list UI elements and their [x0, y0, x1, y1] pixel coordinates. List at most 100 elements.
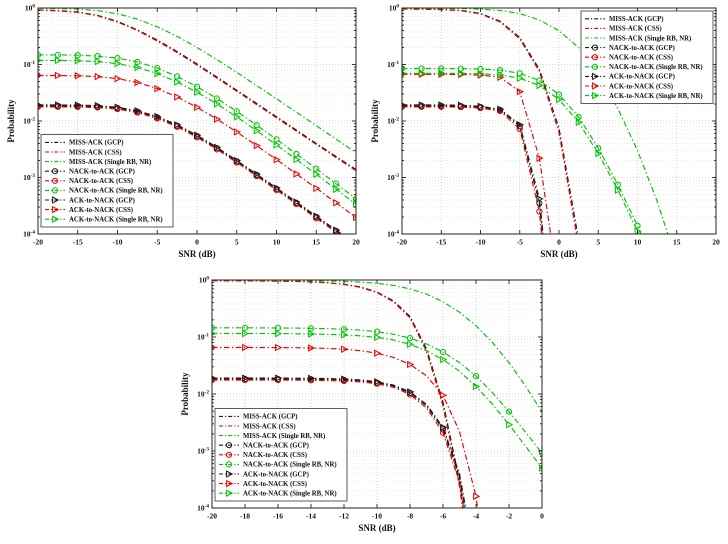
x-tick-label: 20 — [712, 238, 720, 247]
series-line-nack-to-ack-gcp — [38, 105, 342, 234]
legend-entry-nack-to-ack-single-rb-nr: NACK-to-ACK (Single RB, NR) — [219, 461, 337, 469]
chart-svg-2: -20 -18 -16 -14 -12 -10 -8 -6 -4 -2 010010-110-210… — [180, 275, 544, 533]
series-group — [38, 8, 356, 234]
triangle-right-marker — [592, 72, 600, 81]
triangle-right-marker — [226, 479, 234, 488]
y-tick-label: 10-4 — [23, 229, 35, 238]
circle-marker — [555, 91, 563, 98]
triangle-right-marker — [154, 84, 162, 93]
legend-entry-nack-to-ack-single-rb-nr: NACK-to-ACK (Single RB, NR) — [45, 187, 163, 195]
x-tick-label: 20 — [352, 238, 360, 247]
x-tick-labels: -20 -15 -10 -5 0 5 10 15 20 — [397, 238, 720, 247]
chart-svg-0: -20 -15 -10 -5 0 5 10 15 20 100 10-1 10-2 10-3 10-4 SN… — [6, 3, 360, 259]
series-line-nack-to-ack-single-rb-nr — [402, 67, 642, 234]
chart-bottom: -20 -18 -16 -14 -12 -10 -8 -6 -4 -2 0 100 10-1 10-2 10… — [178, 274, 550, 540]
x-tick-label: 0 — [540, 512, 544, 521]
series-line-nack-to-ack-css — [402, 106, 543, 234]
series-line-ack-to-nack-gcp — [38, 104, 343, 234]
triangle-right-marker — [539, 464, 542, 472]
circle-marker — [38, 103, 42, 110]
circle-marker — [595, 145, 602, 152]
y-tick-label: 10-3 — [197, 446, 209, 455]
series-line-ack-to-nack-single-rb-nr — [212, 332, 542, 469]
triangle-right-marker — [54, 101, 63, 109]
y-tick-label: 10-1 — [387, 60, 399, 69]
x-tick-label: -20 — [207, 512, 217, 521]
triangle-right-marker — [516, 87, 525, 96]
circle-marker — [225, 461, 233, 468]
circle-marker — [536, 77, 543, 84]
chart-svg-1: -20 -15 -10 -5 0 5 10 15 20 100 10-1 10-2 10-3 10-4 SN… — [370, 3, 720, 259]
triangle-right-marker — [74, 101, 83, 109]
circle-marker — [212, 324, 216, 331]
legend-label: ACK-to-NACK (CSS) — [243, 481, 307, 488]
circle-marker — [402, 103, 406, 110]
x-tick-label: 5 — [596, 238, 600, 247]
triangle-right-marker — [293, 170, 301, 178]
triangle-right-marker — [275, 374, 283, 382]
triangle-right-marker — [253, 126, 261, 135]
x-tick-label: 10 — [273, 238, 281, 247]
triangle-right-marker — [273, 155, 281, 164]
x-tick-label: -12 — [339, 512, 349, 521]
triangle-right-marker — [333, 185, 341, 193]
axis-ticks — [211, 279, 543, 509]
triangle-right-marker — [313, 212, 321, 220]
triangle-right-marker — [473, 382, 481, 391]
legend-label: MISS-ACK (Single RB, NR) — [243, 433, 325, 440]
circle-marker — [193, 83, 201, 90]
series-line-nack-to-ack-css — [38, 106, 340, 234]
triangle-right-marker — [134, 63, 142, 72]
legend-label: MISS-ACK (GCP) — [243, 414, 298, 421]
triangle-right-marker — [134, 78, 142, 87]
triangle-right-marker — [438, 101, 446, 109]
triangle-right-marker — [614, 186, 623, 194]
series-markers-nack-to-ack-single-rb-nr — [402, 65, 641, 229]
series-markers-ack-to-nack-single-rb-nr — [402, 69, 642, 234]
triangle-right-marker — [134, 107, 142, 115]
legend: MISS-ACK (GCP) MISS-ACK (CSS) MISS-ACK (Si… — [40, 134, 174, 228]
triangle-right-marker — [226, 489, 234, 497]
legend-label: ACK-to-NACK (Single RB, NR) — [69, 217, 163, 224]
triangle-right-marker — [226, 470, 234, 478]
series-line-nack-to-ack-single-rb-nr — [38, 54, 356, 200]
circle-marker — [74, 52, 81, 59]
triangle-right-marker — [556, 95, 564, 104]
triangle-right-marker — [273, 141, 281, 149]
circle-marker — [402, 65, 406, 72]
triangle-right-marker — [194, 88, 202, 96]
triangle-right-marker — [213, 100, 222, 108]
x-tick-labels: -20 -15 -10 -5 0 5 10 15 20 — [33, 238, 360, 247]
triangle-right-marker — [52, 215, 60, 223]
triangle-right-marker — [313, 170, 321, 179]
triangle-right-marker — [293, 198, 301, 206]
circle-marker — [333, 180, 340, 187]
triangle-right-marker — [473, 492, 481, 501]
circle-marker — [213, 95, 220, 102]
legend-label: NACK-to-ACK (CSS) — [69, 178, 133, 185]
triangle-right-marker — [438, 69, 446, 77]
legend-label: ACK-to-NACK (CSS) — [609, 83, 673, 90]
series-line-ack-to-nack-css — [402, 73, 552, 234]
y-tick-label: 10-4 — [387, 229, 399, 238]
x-tick-label: -2 — [506, 512, 512, 521]
triangle-right-marker — [595, 149, 603, 158]
legend-label: NACK-to-ACK (Single RB, NR) — [69, 188, 163, 195]
triangle-right-marker — [575, 118, 583, 126]
x-axis-label: SNR (dB) — [540, 249, 577, 259]
triangle-right-marker — [174, 121, 182, 129]
legend-entry-ack-to-nack-gcp: ACK-to-NACK (GCP) — [45, 196, 135, 204]
x-tick-label: -20 — [397, 238, 407, 247]
triangle-right-marker — [407, 340, 415, 349]
triangle-right-marker — [341, 331, 349, 339]
circle-marker — [51, 168, 59, 175]
series-line-miss-ack-css — [38, 9, 356, 172]
x-tick-label: -8 — [407, 512, 413, 521]
legend-label: MISS-ACK (CSS) — [243, 423, 296, 430]
triangle-right-marker — [242, 329, 250, 338]
triangle-right-marker — [242, 343, 250, 352]
x-tick-label: -5 — [154, 238, 160, 247]
legend-entry-ack-to-nack-css: ACK-to-NACK (CSS) — [585, 82, 673, 90]
legend-entry-ack-to-nack-gcp: ACK-to-NACK (GCP) — [585, 72, 675, 81]
triangle-right-marker — [54, 71, 63, 80]
